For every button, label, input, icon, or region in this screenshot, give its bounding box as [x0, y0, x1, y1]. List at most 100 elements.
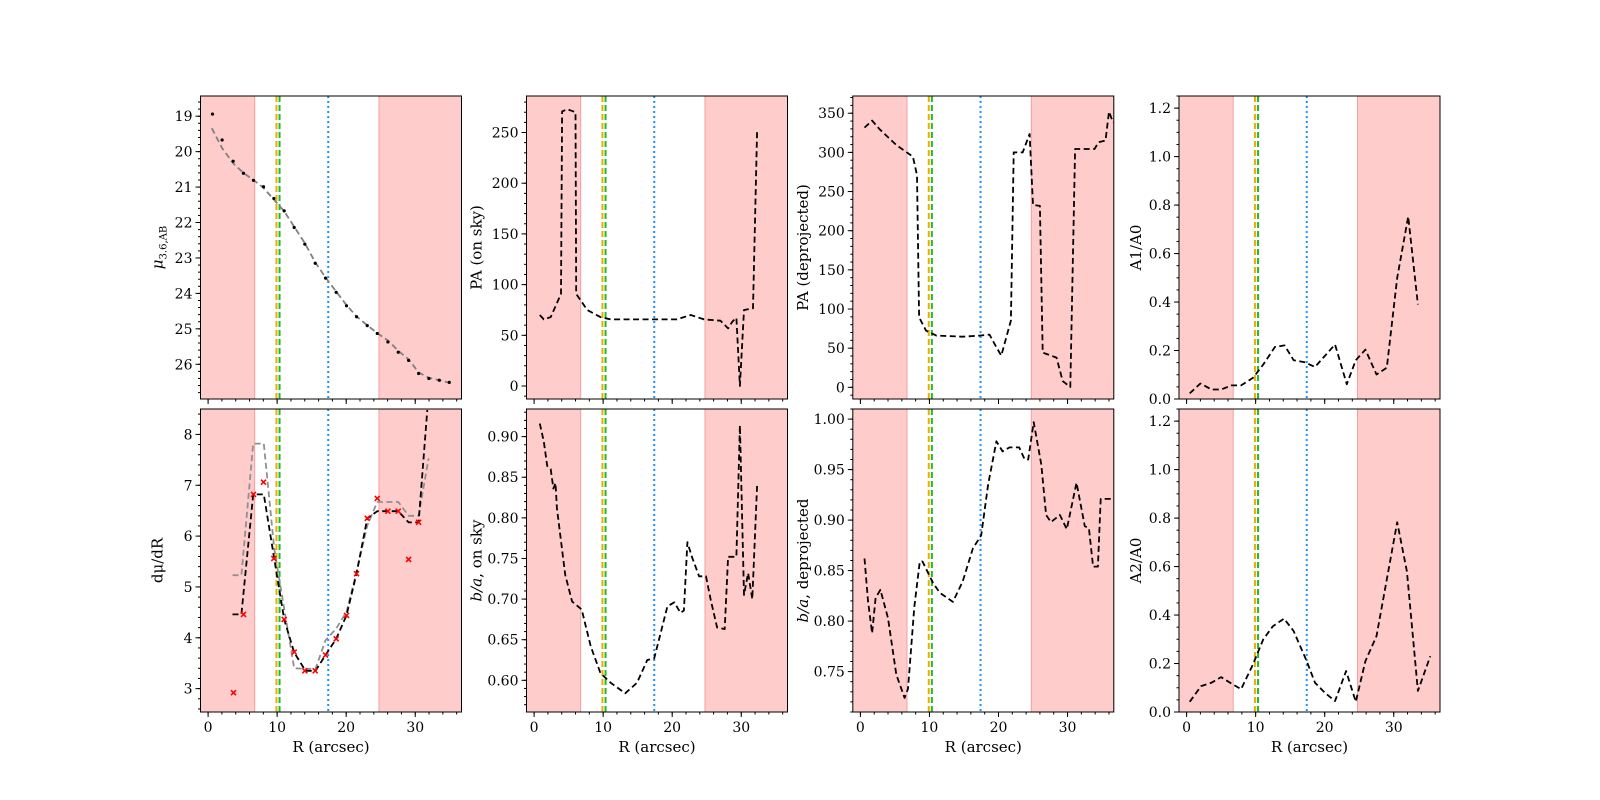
- data-marker-x: [291, 648, 298, 656]
- data-point: [292, 225, 296, 230]
- y-tick-label: 0.75: [487, 551, 518, 567]
- data-point: [282, 209, 286, 213]
- data-point: [241, 171, 246, 175]
- x-tick-label: 0: [530, 720, 539, 736]
- y-tick-label: 26: [175, 357, 193, 373]
- x-tick-label: 30: [1385, 720, 1403, 736]
- x-tick-label: 0: [204, 720, 213, 736]
- y-tick-label: 0.6: [1149, 247, 1171, 263]
- x-tick-label: 30: [732, 720, 750, 736]
- series-line-profile: [538, 423, 758, 695]
- data-marker-x: [333, 635, 340, 642]
- plot-area: [200, 96, 462, 399]
- y-tick-label: 23: [175, 251, 193, 267]
- y-tick-label: 100: [818, 302, 845, 318]
- y-axis-label: A1/A0: [1127, 225, 1145, 272]
- y-axis-label-subscript: 3.6,AB: [159, 226, 170, 260]
- shaded-region: [378, 96, 462, 399]
- y-tick-label: 0: [510, 379, 519, 395]
- plot-area: [852, 409, 1114, 712]
- y-tick-label: 1.00: [814, 412, 845, 428]
- y-axis-label: μ3.6,AB: [149, 226, 170, 269]
- series-line-profile: [863, 110, 1114, 388]
- x-tick-label: 30: [406, 720, 424, 736]
- shaded-region: [200, 409, 256, 712]
- y-tick-label: 3: [184, 682, 193, 698]
- axes-frame: [200, 408, 462, 713]
- data-marker-x: [374, 495, 381, 502]
- panel-7: 0 10 20 30 R (arcsec) 0.75 0.80 0.85 0.90 0.95 1.0…: [794, 408, 1115, 756]
- y-tick-label: 6: [184, 529, 193, 545]
- data-point: [447, 380, 451, 384]
- data-point: [386, 340, 390, 344]
- y-tick-label: 24: [175, 286, 193, 302]
- plot-area: [1179, 409, 1440, 712]
- axes-frame: [526, 95, 788, 400]
- y-axis-label: PA (on sky): [468, 205, 486, 290]
- axes-frame: [852, 95, 1115, 400]
- y-tick-label: 0.90: [487, 430, 518, 446]
- shaded-region: [704, 96, 788, 399]
- y-axis-label: b/a, deprojected: [794, 498, 812, 622]
- shaded-region: [1179, 96, 1234, 399]
- series-line-model: [232, 442, 430, 670]
- x-tick-label: 30: [1059, 720, 1077, 736]
- data-marker-x: [312, 667, 319, 674]
- x-tick-label: 10: [268, 720, 286, 736]
- y-tick-label: 0.70: [487, 592, 518, 608]
- shaded-region: [526, 96, 582, 399]
- shaded-region: [1356, 409, 1440, 712]
- y-tick-label: 0.85: [487, 470, 518, 486]
- series-line-profile: [1189, 215, 1419, 395]
- shaded-region: [704, 409, 788, 712]
- y-tick-label: 5: [184, 580, 193, 596]
- y-tick-label: 0.4: [1149, 608, 1171, 624]
- data-marker-x: [364, 515, 371, 522]
- data-point: [313, 261, 317, 265]
- y-tick-label: 1.2: [1149, 414, 1171, 430]
- y-tick-label: 22: [175, 216, 193, 232]
- x-tick-label: 10: [594, 720, 612, 736]
- y-axis-label-symbol: b/a: [794, 599, 812, 623]
- data-point: [437, 378, 441, 382]
- y-tick-label: 0.85: [814, 564, 845, 580]
- data-marker-x: [301, 667, 308, 674]
- plot-area: [526, 409, 788, 712]
- data-point: [303, 242, 307, 246]
- y-tick-label: 0.8: [1149, 511, 1171, 527]
- axes-frame: [1178, 408, 1441, 713]
- y-tick-label: 4: [184, 631, 193, 647]
- data-point: [396, 350, 400, 354]
- axes-frame: [200, 95, 462, 400]
- data-point: [272, 196, 276, 201]
- y-tick-label: 250: [492, 126, 519, 142]
- shaded-region: [1030, 409, 1114, 712]
- series-line-smoothed: [232, 409, 429, 672]
- shaded-region: [852, 409, 908, 712]
- y-tick-label: 200: [818, 224, 845, 240]
- y-axis-label: dμ/dR: [149, 537, 167, 583]
- y-tick-label: 0.8: [1149, 198, 1171, 214]
- y-tick-label: 0.80: [487, 511, 518, 527]
- data-point: [354, 315, 359, 319]
- panel-2: 0 50 100 150 200 250 PA (on sky): [468, 95, 788, 404]
- y-tick-label: 1.2: [1149, 101, 1171, 117]
- panel-1: 19 20 21 22 23 24 25 26 μ3.6,AB: [149, 95, 462, 404]
- data-point: [251, 178, 256, 182]
- shaded-region: [526, 409, 582, 712]
- x-tick-label: 0: [856, 720, 865, 736]
- y-tick-label: 25: [175, 322, 193, 338]
- data-marker-x: [415, 519, 422, 526]
- data-marker-x: [353, 570, 360, 577]
- y-tick-label: 150: [818, 263, 845, 279]
- x-tick-label: 10: [921, 720, 939, 736]
- y-tick-label: 0.65: [487, 633, 518, 649]
- series-line-profile: [1188, 521, 1432, 703]
- y-tick-label: 50: [501, 328, 519, 344]
- y-tick-label: 0.75: [814, 665, 845, 681]
- data-point: [427, 376, 431, 381]
- data-marker-x: [250, 491, 257, 498]
- y-tick-label: 0.4: [1149, 295, 1171, 311]
- panel-3: 0 50 100 150 200 250 300 350 PA (deprojected): [794, 95, 1115, 404]
- shaded-region: [378, 409, 462, 712]
